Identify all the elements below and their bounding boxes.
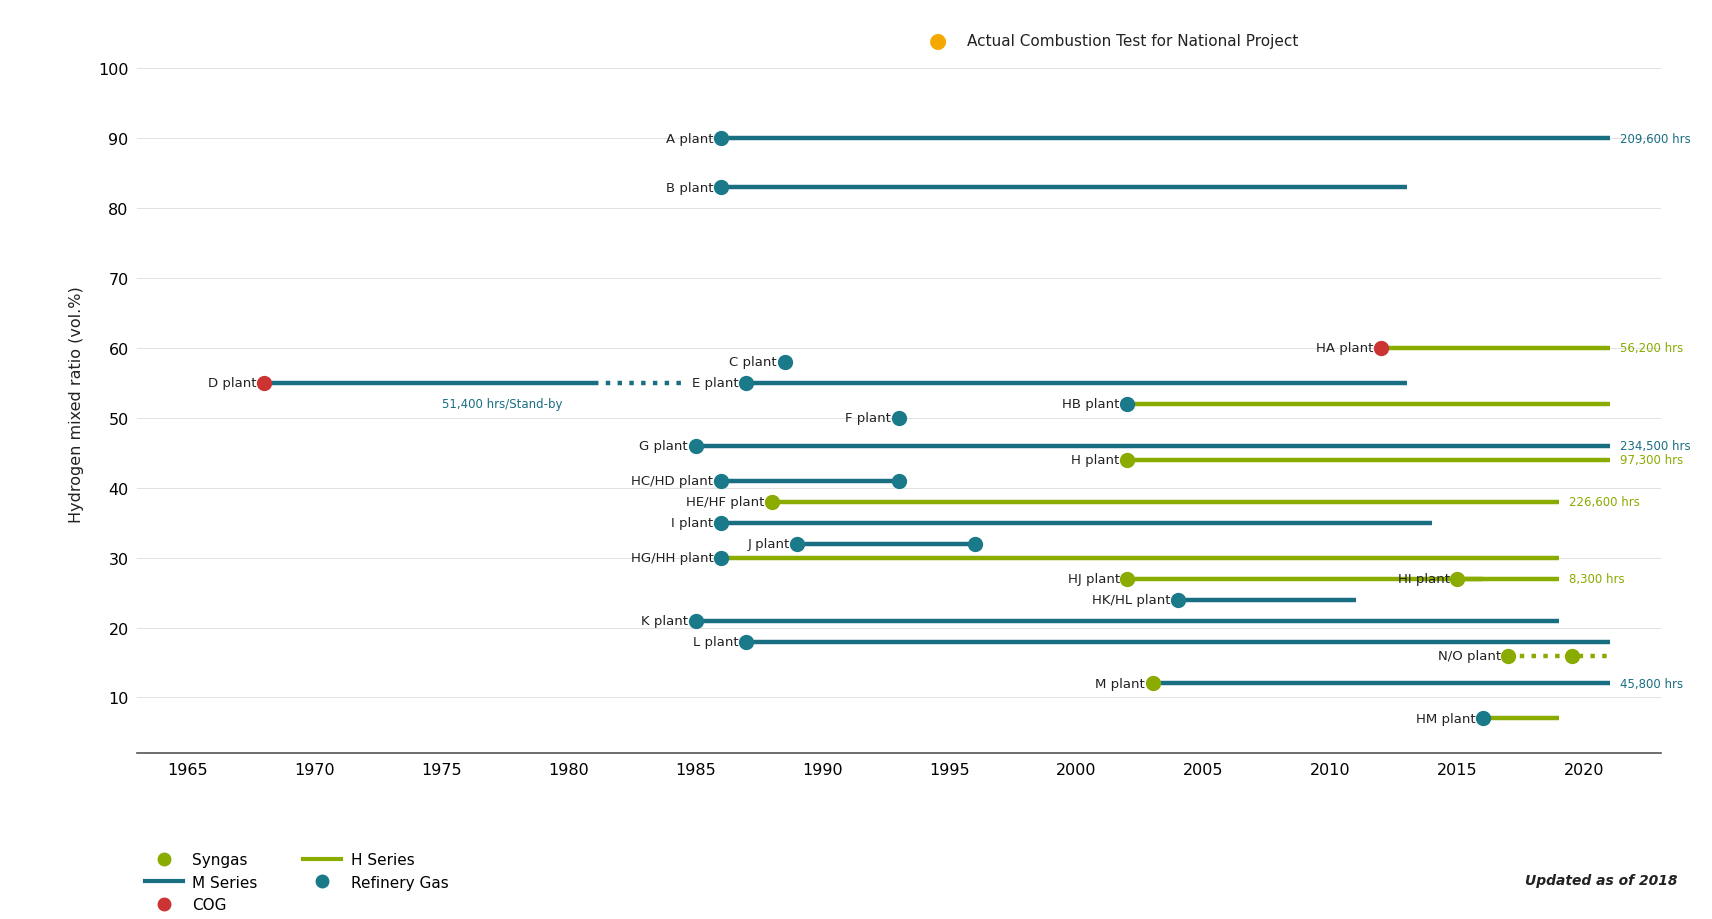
Text: 226,600 hrs: 226,600 hrs	[1570, 495, 1640, 508]
Text: H plant: H plant	[1072, 454, 1120, 467]
Text: 51,400 hrs/Stand-by: 51,400 hrs/Stand-by	[442, 397, 562, 411]
Text: HM plant: HM plant	[1416, 712, 1476, 725]
Text: L plant: L plant	[693, 635, 740, 648]
Y-axis label: Hydrogen mixed ratio (vol.%): Hydrogen mixed ratio (vol.%)	[68, 286, 84, 523]
Text: 97,300 hrs: 97,300 hrs	[1620, 454, 1683, 467]
Text: I plant: I plant	[671, 516, 714, 529]
Legend: Syngas, M Series, COG, H Series, Refinery Gas: Syngas, M Series, COG, H Series, Refiner…	[144, 852, 449, 913]
Text: E plant: E plant	[692, 377, 740, 390]
Text: M plant: M plant	[1096, 677, 1145, 690]
Text: A plant: A plant	[666, 132, 714, 145]
Text: F plant: F plant	[846, 412, 892, 425]
Text: N/O plant: N/O plant	[1438, 650, 1501, 663]
Text: HA plant: HA plant	[1317, 342, 1373, 355]
Text: HG/HH plant: HG/HH plant	[630, 551, 714, 564]
Text: B plant: B plant	[666, 181, 714, 194]
Text: HC/HD plant: HC/HD plant	[632, 475, 714, 488]
Text: 45,800 hrs: 45,800 hrs	[1620, 677, 1683, 690]
Text: HB plant: HB plant	[1063, 398, 1120, 411]
Text: 8,300 hrs: 8,300 hrs	[1570, 573, 1625, 585]
Text: HE/HF plant: HE/HF plant	[687, 495, 764, 508]
Text: 209,600 hrs: 209,600 hrs	[1620, 132, 1691, 145]
Text: Updated as of 2018: Updated as of 2018	[1525, 873, 1678, 887]
Text: C plant: C plant	[729, 356, 777, 369]
Text: HI plant: HI plant	[1399, 573, 1450, 585]
Text: J plant: J plant	[748, 538, 789, 550]
Text: Actual Combustion Test for National Project: Actual Combustion Test for National Proj…	[967, 34, 1299, 49]
Text: K plant: K plant	[640, 615, 688, 628]
Text: 234,500 hrs: 234,500 hrs	[1620, 440, 1691, 453]
Text: G plant: G plant	[639, 440, 688, 453]
Text: ●: ●	[930, 31, 947, 51]
Text: D plant: D plant	[207, 377, 257, 390]
Text: HJ plant: HJ plant	[1068, 573, 1120, 585]
Text: HK/HL plant: HK/HL plant	[1092, 594, 1171, 607]
Text: 56,200 hrs: 56,200 hrs	[1620, 342, 1683, 355]
